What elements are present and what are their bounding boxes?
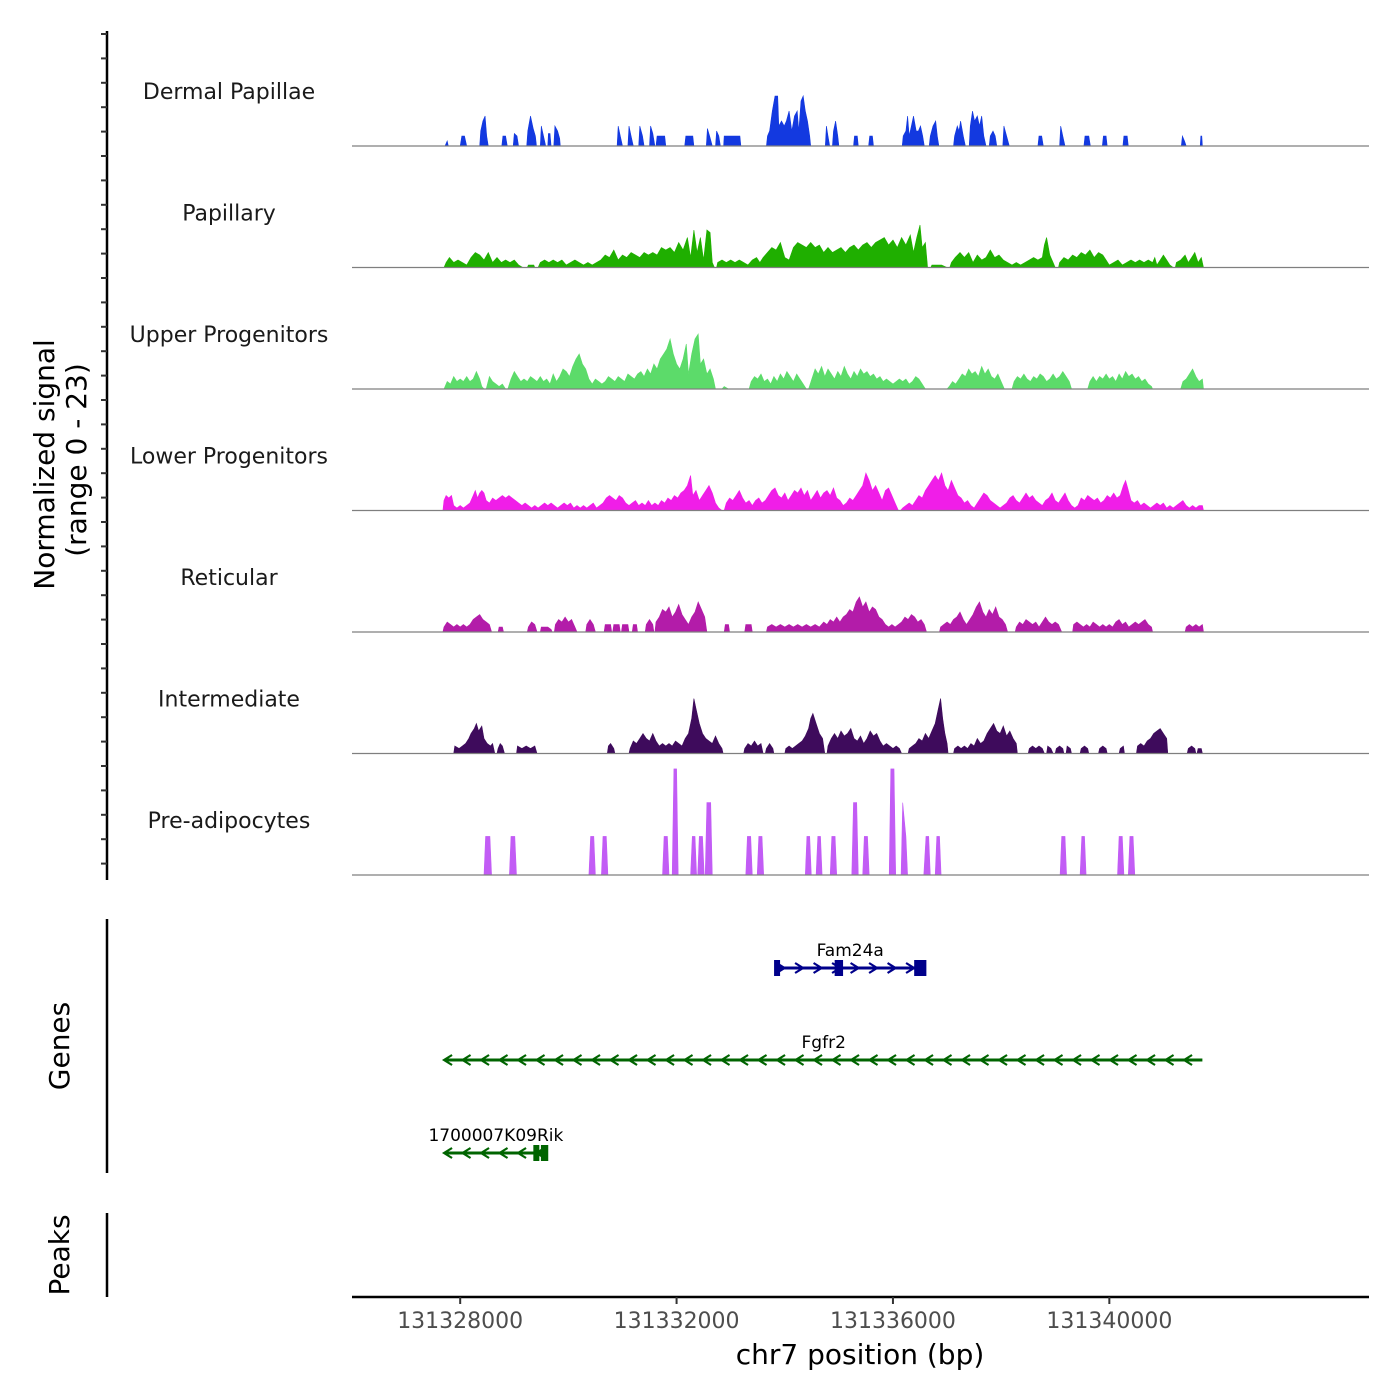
strand-chevron [886,962,898,974]
strand-chevron [867,1054,879,1066]
strand-chevron [460,1147,472,1159]
strand-chevron [1163,1054,1175,1066]
strand-chevron [905,962,917,974]
strand-chevron [978,1054,990,1066]
peaks-panel-title: Peaks [43,1214,76,1295]
exon-block [834,960,844,976]
exon-block [540,1145,549,1161]
track-lower-progenitors: Lower Progenitors [130,445,1369,512]
x-tick-label: 131332000 [614,1309,740,1334]
strand-chevron [1089,1054,1101,1066]
strand-chevron [959,1054,971,1066]
strand-chevron [1033,1054,1045,1066]
track-reticular: Reticular [180,566,1369,633]
strand-chevron [774,1054,786,1066]
coverage-area [483,768,1136,876]
strand-chevron [478,1054,490,1066]
gene-label: 1700007K09Rik [428,1126,563,1146]
gene-annotations: Fam24a Fgfr2 1700007K09Rik [428,941,1203,1161]
strand-chevron [793,1054,805,1066]
coverage-area [453,698,1203,754]
track-label: Pre-adipocytes [148,809,311,834]
strand-chevron [441,1054,453,1066]
coverage-area [442,596,1204,633]
strand-chevron [1181,1054,1193,1066]
strand-chevron [589,1054,601,1066]
gene-label: Fgfr2 [802,1033,846,1053]
coverage-y-axis [101,31,109,880]
strand-chevron [460,1054,472,1066]
coverage-area [442,472,1204,511]
track-label: Reticular [180,566,278,591]
gene-1700007k09rik: 1700007K09Rik [428,1126,563,1161]
x-tick-label: 131336000 [830,1309,956,1334]
track-label: Lower Progenitors [130,445,328,470]
genes-panel-title: Genes [43,1002,76,1090]
x-axis-ticks: 131328000 131332000 131336000 131340000 [397,1297,1172,1334]
strand-chevron [552,1054,564,1066]
strand-chevron [608,1054,620,1066]
strand-chevron [737,1054,749,1066]
coverage-area [443,333,1204,390]
strand-chevron [849,962,861,974]
strand-chevron [1052,1054,1064,1066]
gene-label: Fam24a [817,941,884,961]
track-label: Papillary [182,202,276,227]
strand-chevron [571,1054,583,1066]
gene-fam24a: Fam24a [774,941,927,976]
y-axis-title-line-2: (range 0 - 23) [60,363,93,557]
track-label: Intermediate [158,688,300,713]
exon-block [533,1145,540,1161]
strand-chevron [996,1054,1008,1066]
strand-chevron [515,1147,527,1159]
strand-chevron [534,1054,546,1066]
strand-chevron [794,962,806,974]
gene-fgfr2: Fgfr2 [441,1033,1203,1066]
strand-chevron [1070,1054,1082,1066]
coverage-area [444,94,1203,147]
exon-block [774,960,781,976]
track-pre-adipocytes: Pre-adipocytes [148,768,1369,876]
strand-chevron [922,1054,934,1066]
strand-chevron [515,1054,527,1066]
track-label: Upper Progenitors [130,323,329,348]
strand-chevron [478,1147,490,1159]
strand-chevron [811,1054,823,1066]
strand-chevron [812,962,824,974]
strand-chevron [904,1054,916,1066]
strand-chevron [441,1147,453,1159]
y-axis-title-line-1: Normalized signal [28,339,61,590]
coverage-tracks: Dermal Papillae Papillary Upper Progenitor… [130,80,1369,876]
track-intermediate: Intermediate [158,688,1369,755]
strand-chevron [1144,1054,1156,1066]
strand-chevron [1107,1054,1119,1066]
y-axis-title: Normalized signal (range 0 - 23) [28,330,93,589]
strand-chevron [1126,1054,1138,1066]
strand-chevron [626,1054,638,1066]
strand-chevron [848,1054,860,1066]
exon-block [914,960,927,976]
strand-chevron [497,1054,509,1066]
strand-chevron [941,1054,953,1066]
strand-chevron [868,962,880,974]
strand-chevron [700,1054,712,1066]
strand-chevron [885,1054,897,1066]
coverage-area [443,224,1204,268]
track-upper-progenitors: Upper Progenitors [130,323,1369,390]
strand-chevron [719,1054,731,1066]
x-axis-title: chr7 position (bp) [736,1338,985,1371]
x-tick-label: 131340000 [1046,1309,1172,1334]
strand-chevron [830,1054,842,1066]
track-dermal-papillae: Dermal Papillae [143,80,1369,147]
x-tick-label: 131328000 [397,1309,523,1334]
strand-chevron [682,1054,694,1066]
strand-chevron [497,1147,509,1159]
strand-chevron [1015,1054,1027,1066]
strand-chevron [645,1054,657,1066]
track-papillary: Papillary [182,202,1369,269]
strand-chevron [756,1054,768,1066]
strand-chevron [663,1054,675,1066]
track-label: Dermal Papillae [143,80,315,105]
